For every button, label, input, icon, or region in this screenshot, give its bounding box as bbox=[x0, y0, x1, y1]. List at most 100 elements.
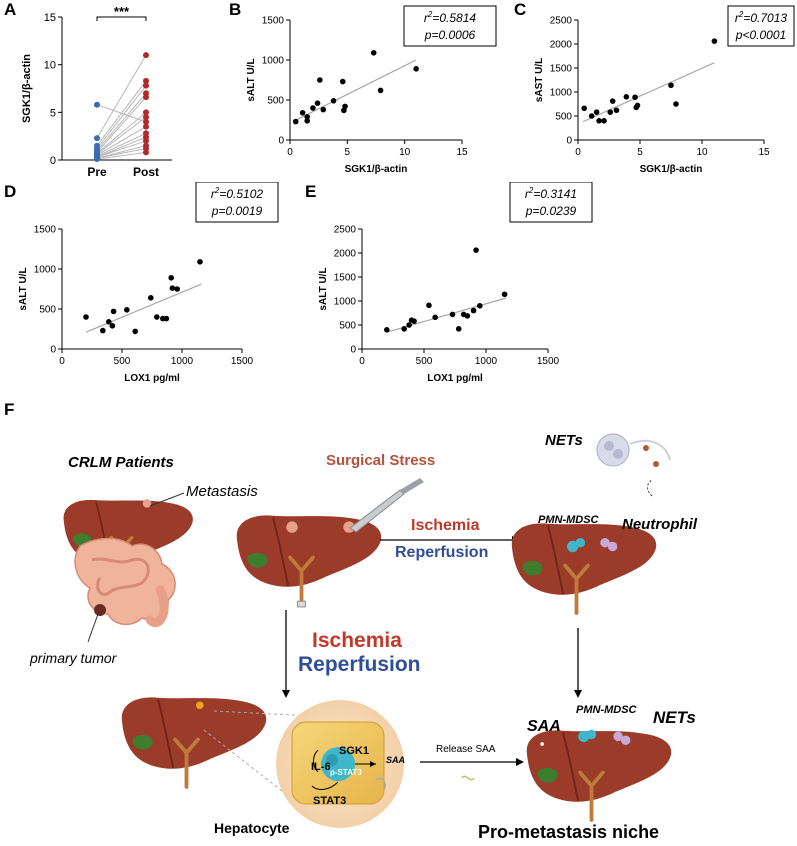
pro-metastasis-niche-label: Pro-metastasis niche bbox=[478, 822, 660, 842]
pair-line bbox=[96, 116, 147, 155]
data-point bbox=[106, 319, 112, 325]
y-axis-label: sALT U/L bbox=[318, 267, 329, 310]
data-point bbox=[596, 118, 602, 124]
mechanism-diagram bbox=[61, 433, 674, 828]
data-point bbox=[83, 314, 89, 320]
data-point bbox=[377, 87, 384, 94]
y-tick-label: 15 bbox=[44, 12, 56, 24]
reperfusion-big-label: Reperfusion bbox=[298, 653, 421, 676]
data-point bbox=[154, 314, 160, 320]
saa-small-label: SAA bbox=[386, 755, 406, 765]
x-tick-label: 10 bbox=[696, 147, 708, 158]
data-point bbox=[426, 302, 432, 309]
data-point bbox=[314, 100, 321, 106]
data-point bbox=[320, 106, 327, 113]
post-point bbox=[143, 118, 149, 125]
x-category-label: Post bbox=[133, 165, 159, 179]
y-tick-label: 0 bbox=[350, 345, 356, 356]
p-value-label: p<0.0001 bbox=[735, 28, 786, 42]
y-tick-label: 2500 bbox=[550, 16, 573, 27]
regression-line bbox=[386, 297, 507, 333]
x-tick-label: 1000 bbox=[171, 356, 194, 367]
data-point bbox=[470, 307, 477, 314]
pmn-mdsc-top-label: PMN-MDSC bbox=[538, 514, 599, 526]
stats-box bbox=[727, 5, 795, 47]
x-tick-label: 0 bbox=[59, 356, 65, 367]
nets-bottom-label: NETs bbox=[653, 708, 696, 727]
reperfusion-small-label: Reperfusion bbox=[395, 544, 489, 561]
post-point bbox=[143, 130, 149, 137]
pair-line bbox=[96, 85, 147, 149]
pair-line bbox=[96, 151, 147, 160]
chart-c: 0 500 1000 1500 2000 2500 0 5 10 15 SGK1/β-actin sA… bbox=[534, 5, 795, 175]
y-tick-label: 1000 bbox=[262, 56, 285, 67]
r-squared-label: r2=0.5102 bbox=[211, 186, 263, 201]
y-tick-label: 0 bbox=[50, 345, 56, 356]
data-point bbox=[609, 98, 616, 104]
y-tick-label: 10 bbox=[44, 60, 56, 72]
ischemia-big-label: Ischemia bbox=[312, 629, 402, 652]
pstat3-label: p-STAT3 bbox=[330, 768, 362, 777]
data-point bbox=[449, 311, 456, 318]
x-axis-label: SGK1/β-actin bbox=[345, 164, 408, 175]
pair-line bbox=[96, 136, 147, 158]
post-point bbox=[143, 82, 149, 89]
data-point bbox=[632, 94, 638, 101]
data-point bbox=[310, 105, 316, 111]
data-point bbox=[342, 103, 348, 110]
data-point bbox=[299, 110, 306, 116]
data-point bbox=[711, 38, 718, 44]
stats-box bbox=[195, 182, 279, 223]
x-axis-label: SGK1/β-actin bbox=[640, 164, 703, 175]
data-point bbox=[607, 109, 614, 115]
x-tick-label: 0 bbox=[287, 147, 293, 158]
data-point bbox=[401, 326, 407, 332]
data-point bbox=[304, 114, 310, 120]
data-point bbox=[100, 327, 106, 334]
data-point bbox=[304, 118, 310, 124]
release-saa-label: Release SAA bbox=[436, 744, 496, 755]
pair-line bbox=[96, 54, 147, 139]
y-tick-label: 1500 bbox=[550, 64, 573, 75]
p-value-label: p=0.0239 bbox=[525, 204, 577, 218]
panel-letter-b: B bbox=[229, 0, 242, 19]
regression-line bbox=[85, 283, 202, 333]
data-point bbox=[473, 247, 479, 253]
y-tick-label: 500 bbox=[39, 305, 56, 316]
data-point bbox=[110, 308, 117, 315]
post-point bbox=[143, 109, 149, 116]
chart-e: 0 500 1000 1500 2000 2500 0 500 1000 1500 LOX1 pg/… bbox=[318, 182, 593, 384]
niche-liver-illustration bbox=[524, 728, 674, 822]
intestine-illustration bbox=[74, 492, 185, 643]
data-point bbox=[411, 318, 417, 324]
significance-bracket bbox=[96, 16, 147, 21]
data-point bbox=[613, 107, 620, 114]
x-tick-label: 1500 bbox=[537, 356, 560, 367]
hepatocyte-label: Hepatocyte bbox=[214, 820, 290, 836]
data-point bbox=[339, 78, 346, 85]
pair-line bbox=[96, 96, 147, 153]
neutrophil-label: Neutrophil bbox=[622, 516, 697, 533]
post-point bbox=[143, 52, 149, 59]
y-tick-label: 1000 bbox=[550, 88, 573, 99]
data-point bbox=[593, 109, 600, 115]
y-tick-label: 0 bbox=[278, 136, 284, 147]
x-tick-label: 1000 bbox=[475, 356, 498, 367]
y-tick-label: 0 bbox=[566, 136, 572, 147]
x-tick-label: 0 bbox=[575, 147, 581, 158]
data-point bbox=[413, 66, 419, 72]
primary-tumor-mark bbox=[94, 604, 106, 616]
data-point bbox=[197, 259, 203, 265]
y-axis-label: sALT U/L bbox=[246, 58, 257, 101]
x-tick-label: 5 bbox=[637, 147, 643, 158]
pair-line bbox=[96, 140, 147, 158]
data-point bbox=[174, 286, 180, 292]
data-point bbox=[109, 323, 116, 329]
stats-box bbox=[509, 182, 593, 223]
data-point bbox=[370, 50, 377, 56]
r-squared-label: r2=0.3141 bbox=[525, 186, 577, 201]
hepatocyte-zoom bbox=[276, 700, 404, 828]
x-tick-label: 15 bbox=[758, 147, 770, 158]
surgical-stress-label: Surgical Stress bbox=[326, 452, 436, 469]
data-point bbox=[464, 313, 471, 319]
